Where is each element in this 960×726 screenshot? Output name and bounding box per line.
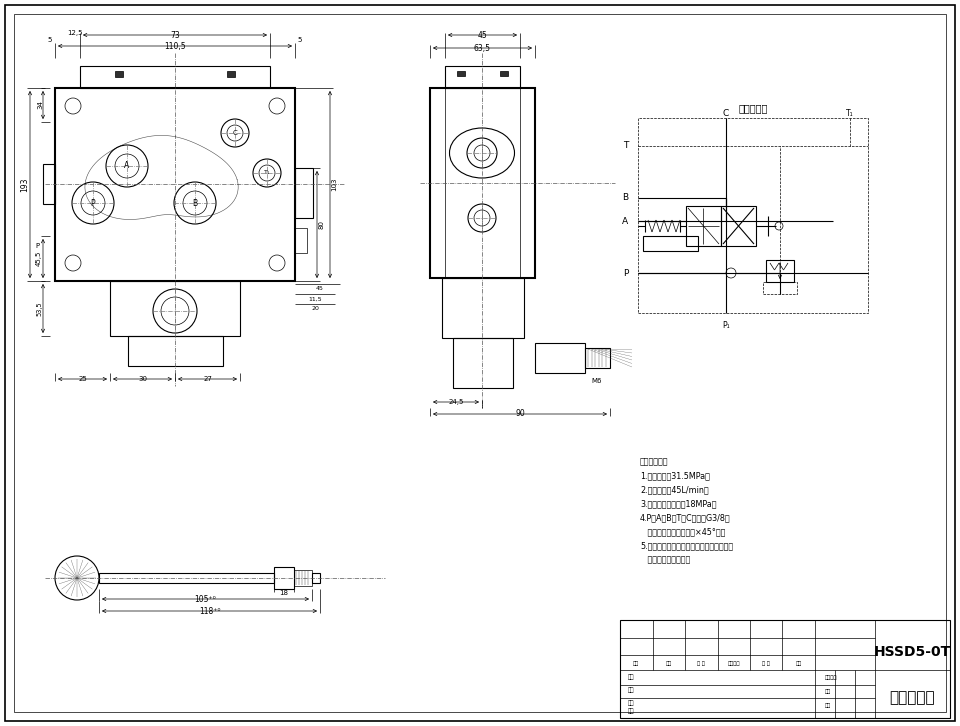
- Bar: [620, 620, 950, 718]
- Bar: [686, 206, 721, 246]
- Bar: [115, 71, 123, 77]
- Text: 34: 34: [37, 101, 43, 110]
- Text: 18: 18: [279, 590, 289, 596]
- Text: 件数: 件数: [796, 661, 802, 666]
- Text: 1.额定压力：31.5MPa。: 1.额定压力：31.5MPa。: [640, 471, 709, 481]
- Bar: [110, 281, 240, 336]
- Bar: [274, 567, 294, 589]
- Text: 45: 45: [478, 30, 488, 39]
- Text: 审核: 审核: [665, 661, 672, 666]
- Text: P: P: [90, 198, 95, 208]
- Text: 3.安全阀调定压力：18MPa。: 3.安全阀调定压力：18MPa。: [640, 499, 716, 508]
- Text: HSSD5-0T: HSSD5-0T: [874, 645, 951, 659]
- Bar: [80, 66, 270, 88]
- Text: 4.P、A、B、T、C油口为G3/8，: 4.P、A、B、T、C油口为G3/8，: [640, 513, 731, 523]
- Text: 12,5: 12,5: [67, 30, 83, 36]
- Bar: [442, 278, 523, 338]
- Text: 液压原理图: 液压原理图: [738, 103, 768, 113]
- Text: 24,5: 24,5: [448, 399, 464, 405]
- Text: P₁: P₁: [722, 320, 730, 330]
- Text: 2.额定流量：45L/min。: 2.额定流量：45L/min。: [640, 486, 708, 494]
- Text: 80: 80: [318, 220, 324, 229]
- Text: 45: 45: [316, 287, 324, 292]
- Bar: [766, 260, 794, 282]
- Text: 编制比例: 编制比例: [728, 661, 740, 666]
- Text: A: A: [125, 161, 130, 171]
- Text: 审核: 审核: [825, 703, 831, 708]
- Text: A: A: [622, 216, 628, 226]
- Text: T₁: T₁: [846, 108, 853, 118]
- Bar: [500, 71, 508, 76]
- Text: T: T: [623, 142, 628, 150]
- Bar: [721, 206, 756, 246]
- Bar: [638, 118, 868, 313]
- Text: P: P: [623, 269, 628, 277]
- Bar: [55, 88, 295, 281]
- Text: 拟制: 拟制: [634, 661, 639, 666]
- Text: 技术参数表：: 技术参数表：: [640, 457, 668, 467]
- Text: 63,5: 63,5: [474, 44, 491, 52]
- Text: B: B: [192, 198, 198, 208]
- Bar: [763, 282, 797, 294]
- Bar: [643, 236, 698, 251]
- Text: 5: 5: [298, 37, 302, 43]
- Text: 图名: 图名: [628, 674, 635, 680]
- Bar: [294, 570, 312, 586]
- Text: 会 签: 会 签: [697, 661, 706, 666]
- Bar: [227, 71, 235, 77]
- Text: 27: 27: [204, 376, 212, 382]
- Bar: [295, 168, 313, 218]
- Bar: [430, 88, 535, 278]
- Text: 图纸编号: 图纸编号: [825, 675, 837, 680]
- Text: 45,5: 45,5: [36, 250, 42, 266]
- Text: M6: M6: [591, 378, 602, 384]
- Text: 工艺: 工艺: [628, 708, 635, 714]
- Text: 11,5: 11,5: [308, 296, 322, 301]
- Text: 90: 90: [516, 409, 525, 418]
- Text: C: C: [723, 108, 730, 118]
- Text: 53,5: 53,5: [36, 301, 42, 316]
- Bar: [312, 573, 320, 583]
- Text: 30: 30: [138, 376, 147, 382]
- Bar: [99, 573, 274, 583]
- Text: B: B: [622, 194, 628, 203]
- Text: 20: 20: [311, 306, 319, 311]
- Text: 材料: 材料: [628, 688, 635, 693]
- Text: 一联多路阀: 一联多路阀: [890, 690, 935, 706]
- Text: 193: 193: [20, 177, 30, 192]
- Bar: [457, 71, 465, 76]
- Text: 118⁺⁰: 118⁺⁰: [199, 606, 220, 616]
- Text: 105⁺⁰: 105⁺⁰: [195, 595, 216, 603]
- Text: T₁: T₁: [264, 171, 270, 176]
- Text: 图 名: 图 名: [762, 661, 770, 666]
- Text: 5: 5: [48, 37, 52, 43]
- Text: 审核: 审核: [628, 700, 635, 706]
- Bar: [452, 338, 513, 388]
- Text: P: P: [35, 243, 39, 249]
- Bar: [128, 336, 223, 366]
- Bar: [585, 348, 610, 368]
- Text: 文章颜色为橙本色。: 文章颜色为橙本色。: [640, 555, 690, 565]
- Text: C: C: [232, 130, 237, 136]
- Text: 北方干燥地区油口倒角×45°角。: 北方干燥地区油口倒角×45°角。: [640, 528, 726, 537]
- Bar: [445, 66, 520, 88]
- Text: 110,5: 110,5: [164, 41, 186, 51]
- Bar: [43, 164, 55, 204]
- Text: 73: 73: [170, 30, 180, 39]
- Bar: [295, 228, 307, 253]
- Text: 批量: 批量: [825, 688, 831, 693]
- Text: 5.图体表面氧化处理，安全阀弹簧等附件，: 5.图体表面氧化处理，安全阀弹簧等附件，: [640, 542, 733, 550]
- Bar: [535, 343, 585, 373]
- Text: 25: 25: [78, 376, 86, 382]
- Text: 103: 103: [331, 178, 337, 191]
